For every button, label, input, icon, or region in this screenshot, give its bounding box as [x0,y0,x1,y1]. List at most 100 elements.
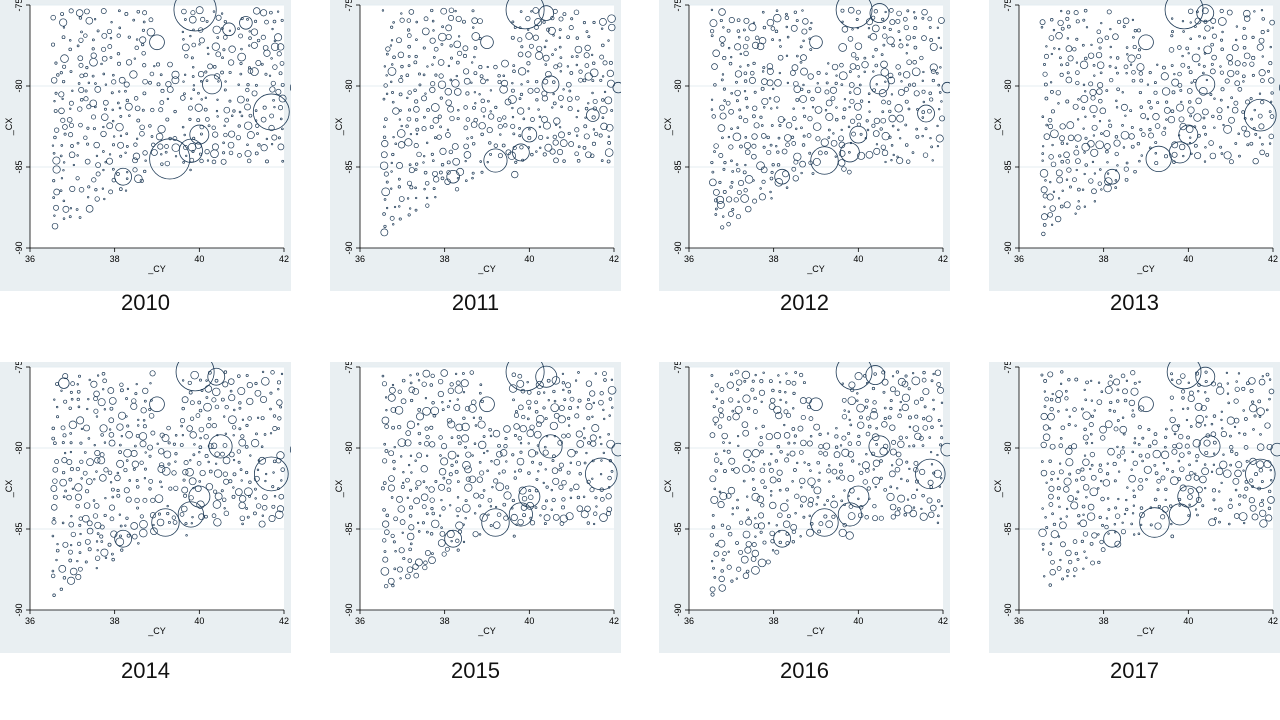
data-point [277,43,285,51]
data-point [1160,72,1169,81]
data-point [519,92,524,96]
data-point [762,66,766,70]
data-point [897,88,905,96]
data-point [592,401,596,405]
data-point [1218,507,1223,512]
data-point [541,504,547,510]
data-point [166,425,171,431]
data-point [397,505,405,513]
data-point [96,374,100,377]
data-point [1257,113,1263,119]
data-point [768,97,772,100]
data-point [255,503,262,509]
data-point [911,82,917,87]
x-axis-title: _CY [147,626,166,636]
data-point [391,584,395,588]
data-point [901,393,911,402]
data-point [1066,574,1069,578]
data-point [553,64,559,70]
data-point [940,436,944,440]
data-point [423,16,429,22]
data-point [1104,35,1110,41]
data-point [155,132,164,141]
data-point [95,415,99,418]
data-point [938,107,941,111]
data-point [1059,517,1062,521]
data-point [183,73,187,77]
data-point [1063,486,1070,493]
data-point [1087,52,1095,59]
data-point [576,440,585,448]
data-point [743,379,747,383]
data-point [1180,62,1186,68]
data-point [188,390,193,395]
data-point [1185,418,1189,422]
data-point [158,462,165,468]
data-point [211,513,217,518]
data-point [172,136,178,141]
x-axis-title: _CY [1136,626,1155,636]
data-point [739,65,742,68]
data-point [106,28,113,34]
data-point [1231,44,1239,52]
data-point [1214,507,1217,511]
data-point [220,397,225,402]
data-point [489,505,493,508]
data-point [711,170,715,174]
data-point [1072,47,1077,52]
data-point [1090,399,1094,402]
data-point [275,510,284,519]
data-point [398,547,405,554]
data-point [409,381,413,385]
data-point [785,25,789,29]
data-point [832,132,835,135]
chart-caption-year: 2017 [1110,658,1159,683]
data-point [786,412,792,418]
data-point [574,45,583,54]
data-point [60,177,64,180]
data-point [142,20,146,24]
data-point [59,189,63,193]
data-point [848,70,852,74]
data-point [608,397,613,401]
data-point [280,82,285,87]
data-point [1202,64,1206,68]
data-point [401,378,406,383]
data-point [1065,178,1069,181]
data-point [1090,414,1095,418]
data-point [470,136,474,139]
data-point [1242,469,1245,472]
data-point [851,131,856,137]
data-point [76,141,80,145]
data-point [728,16,735,24]
data-point-large [810,508,839,537]
data-point-large [847,485,870,508]
data-point [93,408,99,414]
data-point [52,517,56,520]
data-point [199,469,206,477]
data-point [1160,450,1170,459]
data-point [68,151,76,159]
data-point [406,496,409,499]
data-point [594,496,598,500]
data-point [51,222,59,230]
data-point [848,82,855,88]
data-point [770,489,773,493]
data-point [197,91,200,95]
data-point [762,540,767,545]
data-point [111,495,115,499]
data-point [1161,131,1167,136]
data-point [759,115,763,119]
data-point [526,417,530,421]
x-axis-title: _CY [477,264,496,274]
data-point [857,497,860,501]
data-point [1202,36,1206,40]
data-point [1235,461,1243,469]
data-point [124,89,127,93]
data-point [190,56,194,60]
data-point [141,51,146,56]
data-point [254,151,259,156]
data-point [1137,443,1141,446]
data-point [542,54,550,62]
data-point [93,141,100,149]
